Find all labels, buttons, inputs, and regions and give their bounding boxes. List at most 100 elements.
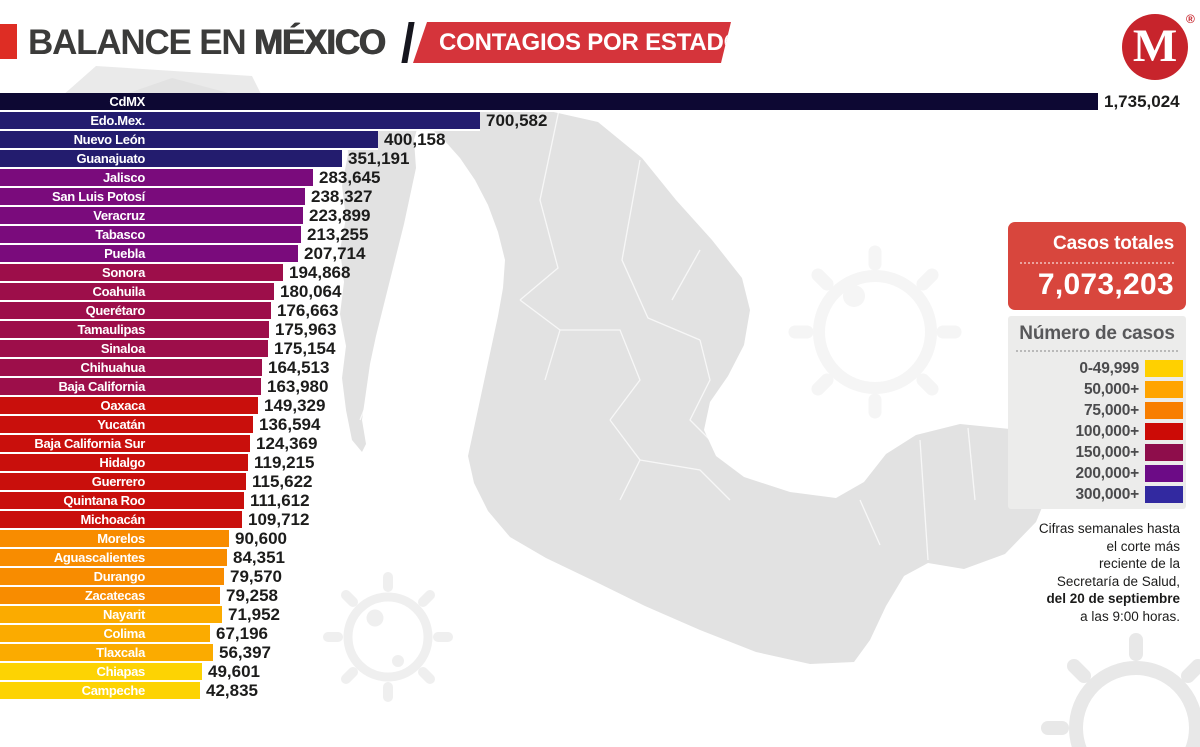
state-label: Campeche (81, 683, 146, 698)
total-cases-label: Casos totales (1053, 233, 1174, 254)
state-value: 180,064 (280, 282, 342, 301)
state-label: Coahuila (92, 284, 146, 299)
state-value: 700,582 (486, 111, 548, 130)
state-bar (0, 226, 301, 243)
legend-color-swatch (1145, 444, 1183, 461)
state-label: Yucatán (97, 417, 145, 432)
state-bar (0, 207, 303, 224)
legend-row: 75,000+ (1008, 402, 1183, 419)
bar-row: San Luis Potosí 238,327 (0, 187, 1098, 207)
bar-row: Tamaulipas 175,963 (0, 320, 1098, 340)
state-value: 175,154 (274, 339, 336, 358)
state-value: 136,594 (259, 415, 321, 434)
state-bar (0, 264, 283, 281)
state-label: Aguascalientes (53, 550, 145, 565)
state-label: San Luis Potosí (51, 189, 145, 204)
legend-color-swatch (1145, 360, 1183, 377)
state-bar (0, 568, 224, 585)
state-value: 283,645 (319, 168, 381, 187)
legend-range-label: 50,000+ (1083, 380, 1139, 398)
legend-color-swatch (1145, 423, 1183, 440)
state-value: 67,196 (216, 624, 268, 643)
state-value: 115,622 (252, 472, 313, 491)
state-bar (0, 340, 268, 357)
bar-row: Nuevo León 400,158 (0, 130, 1098, 150)
state-label: Tamaulipas (77, 322, 145, 337)
legend-range-label: 100,000+ (1075, 422, 1140, 440)
state-label: Baja California Sur (34, 436, 145, 451)
total-cases-box: Casos totales 7,073,203 (1008, 222, 1186, 310)
arrow-watermark (62, 66, 262, 96)
bar-row: Baja California Sur 124,369 (0, 434, 1098, 454)
legend-row: 100,000+ (1008, 423, 1183, 440)
state-bar (0, 302, 271, 319)
legend-row: 50,000+ (1008, 381, 1183, 398)
bar-row: Oaxaca 149,329 (0, 396, 1098, 416)
state-label: Durango (93, 569, 146, 584)
state-label: Chiapas (96, 664, 146, 679)
state-label: Guerrero (91, 474, 146, 489)
state-label: Nayarit (103, 607, 145, 622)
state-value: 42,835 (206, 681, 258, 700)
state-bar (0, 682, 200, 699)
bar-row: Yucatán 136,594 (0, 415, 1098, 435)
bar-row: Veracruz 223,899 (0, 206, 1098, 226)
bar-row: Guanajuato 351,191 (0, 149, 1098, 169)
state-label: Guanajuato (76, 151, 145, 166)
state-bar (0, 131, 378, 148)
bar-row: Quintana Roo 111,612 (0, 491, 1098, 511)
state-label: Hidalgo (99, 455, 145, 470)
legend-box: Número de casos 0-49,999 50,000+ 75,000+ 10… (1008, 316, 1186, 509)
state-bar (0, 587, 220, 604)
state-label: Michoacán (80, 512, 146, 527)
state-bar (0, 492, 244, 509)
legend-range-label: 0-49,999 (1079, 359, 1139, 377)
legend-color-swatch (1145, 465, 1183, 482)
legend-row: 150,000+ (1008, 444, 1183, 461)
state-label: Chihuahua (80, 360, 146, 375)
state-label: Nuevo León (73, 132, 146, 147)
dotted-divider (1020, 262, 1174, 264)
state-label: Quintana Roo (63, 493, 145, 508)
state-bar (0, 169, 313, 186)
state-label: Veracruz (93, 208, 145, 223)
footnote-line: Cifras semanales hasta (1038, 521, 1180, 536)
bar-row: Guerrero 115,622 (0, 472, 1098, 492)
state-value: 79,258 (226, 586, 278, 605)
footnote-line: Secretaría de Salud, (1056, 573, 1180, 589)
state-bar (0, 473, 246, 490)
state-value: 84,351 (233, 548, 285, 567)
virus-icon (323, 572, 453, 702)
virus-icon (788, 245, 962, 419)
state-value: 71,952 (228, 605, 280, 624)
state-label: Tlaxcala (96, 645, 145, 660)
state-label: Zacatecas (84, 588, 145, 603)
bar-row: Durango 79,570 (0, 567, 1098, 587)
cases-by-state-bar-chart: CdMX 1,735,024 Edo.Mex. 700,582 Nuevo León 40… (0, 92, 1180, 701)
bar-row: Querétaro 176,663 (0, 301, 1098, 321)
legend-range-label: 200,000+ (1075, 464, 1140, 482)
bar-row: Michoacán 109,712 (0, 510, 1098, 530)
state-bar (0, 359, 262, 376)
legend-color-swatch (1145, 402, 1183, 419)
bar-row: Hidalgo 119,215 (0, 453, 1098, 473)
state-value: 207,714 (304, 244, 366, 263)
state-value: 194,868 (289, 263, 351, 282)
bar-row: Edo.Mex. 700,582 (0, 111, 1098, 131)
state-value: 109,712 (248, 510, 310, 529)
page-title-regular: BALANCE EN (28, 23, 254, 62)
bar-row: Colima 67,196 (0, 624, 1098, 644)
page-title: BALANCE EN MÉXICO (28, 22, 386, 64)
legend-range-label: 150,000+ (1075, 443, 1140, 461)
state-value: 49,601 (208, 662, 260, 681)
bar-row: Zacatecas 79,258 (0, 586, 1098, 606)
state-value: 223,899 (309, 206, 371, 225)
state-value: 213,255 (307, 225, 369, 244)
bar-row: Nayarit 71,952 (0, 605, 1098, 625)
state-bar (0, 511, 242, 528)
legend-color-swatch (1145, 381, 1183, 398)
registered-mark: ® (1186, 12, 1195, 26)
state-bar (0, 188, 305, 205)
legend-rows: 0-49,999 50,000+ 75,000+ 100,000+ 150,000+ 20… (1008, 360, 1186, 503)
